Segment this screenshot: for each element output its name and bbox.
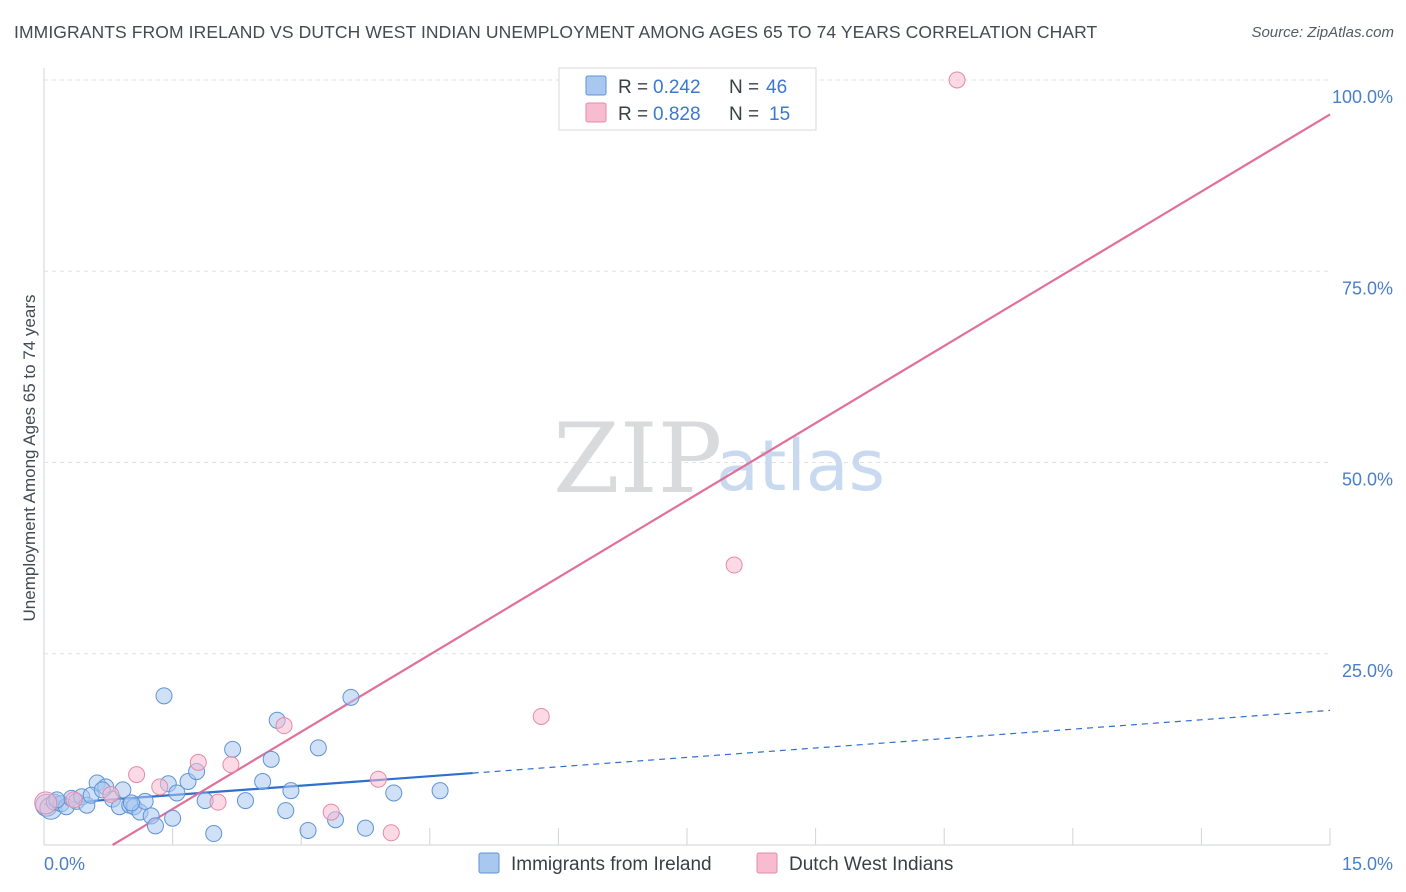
ireland-point	[277, 802, 295, 820]
ireland-point	[431, 782, 449, 800]
legend-swatch-ireland	[585, 75, 607, 96]
ireland-point	[168, 784, 186, 802]
ireland-trend-line-extension	[472, 709, 1331, 774]
x-tick-label: 15.0%	[1342, 854, 1393, 874]
y-tick-label: 75.0%	[1342, 278, 1393, 298]
data-points	[34, 71, 966, 843]
legend-n-value-dutch-west-indians: 15	[769, 104, 790, 125]
source-credit: Source: ZipAtlas.com	[1251, 24, 1394, 41]
ireland-point	[236, 792, 254, 810]
y-tick-label: 50.0%	[1342, 470, 1393, 490]
bottom-legend-swatch-dutch-west-indians	[756, 852, 778, 874]
ireland-point	[122, 794, 140, 812]
ireland-point	[224, 740, 242, 758]
ireland-point	[146, 817, 164, 835]
dutch-west-indians-point	[222, 756, 240, 774]
stats-legend: R = 0.242 N = 46 R = 0.828 N = 15	[558, 67, 817, 131]
dutch-west-indians-trend-line	[112, 113, 1331, 846]
dutch-west-indians-point	[65, 791, 83, 809]
chart-title: IMMIGRANTS FROM IRELAND VS DUTCH WEST IN…	[14, 22, 1098, 42]
legend-r-value-dutch-west-indians: 0.828	[653, 104, 701, 125]
watermark-zip: ZIP	[553, 403, 722, 515]
bottom-legend-swatch-ireland	[478, 852, 500, 874]
dutch-west-indians-point	[209, 793, 227, 811]
dutch-west-indians-point	[102, 786, 120, 804]
x-tick-label: 0.0%	[44, 854, 85, 874]
ireland-point	[282, 782, 300, 800]
ireland-point	[342, 688, 360, 706]
legend-r-label-dutch-west-indians: R =	[618, 104, 648, 125]
watermark-atlas: atlas	[716, 425, 885, 507]
dutch-west-indians-point	[369, 770, 387, 788]
series-legend: Immigrants from Ireland Dutch West India…	[478, 852, 953, 875]
legend-r-label-ireland: R =	[618, 77, 648, 98]
dutch-west-indians-point	[382, 824, 400, 842]
dutch-west-indians-point	[151, 778, 169, 796]
ireland-point	[205, 825, 223, 843]
legend-swatch-dutch-west-indians	[585, 102, 607, 123]
y-axis-title: Unemployment Among Ages 65 to 74 years	[20, 295, 39, 622]
legend-n-value-ireland: 46	[766, 77, 787, 98]
dutch-west-indians-point	[532, 707, 550, 725]
ireland-point	[262, 750, 280, 768]
watermark: ZIP atlas	[553, 403, 885, 515]
legend-n-label-dutch-west-indians: N =	[729, 104, 759, 125]
ireland-point	[309, 739, 327, 757]
dutch-west-indians-point	[948, 71, 966, 89]
bottom-legend-label-ireland: Immigrants from Ireland	[511, 854, 712, 875]
y-tick-label: 100.0%	[1332, 87, 1393, 107]
ireland-point	[254, 773, 272, 791]
y-tick-labels: 25.0% 50.0% 75.0% 100.0%	[1332, 87, 1393, 681]
ireland-point	[155, 687, 173, 705]
dutch-west-indians-point	[34, 791, 58, 815]
bottom-legend-label-dutch-west-indians: Dutch West Indians	[789, 854, 953, 875]
dutch-west-indians-point	[128, 766, 146, 784]
ireland-point	[357, 819, 374, 837]
ireland-point	[164, 809, 182, 827]
legend-n-label-ireland: N =	[729, 77, 759, 98]
dutch-west-indians-point	[189, 753, 207, 771]
legend-r-value-ireland: 0.242	[653, 77, 701, 98]
dutch-west-indians-point	[725, 556, 743, 574]
x-tick-labels: 0.0% 15.0%	[44, 854, 1393, 874]
dutch-west-indians-point	[322, 803, 340, 821]
ireland-point	[299, 821, 317, 839]
ireland-point	[385, 784, 403, 802]
y-tick-label: 25.0%	[1342, 661, 1393, 681]
dutch-west-indians-point	[275, 717, 293, 735]
